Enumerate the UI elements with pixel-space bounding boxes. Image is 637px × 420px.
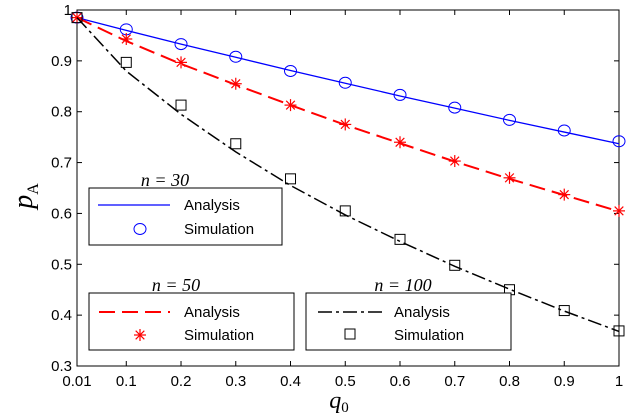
series-n30-simulation-point xyxy=(174,38,188,51)
x-tick-label: 0.1 xyxy=(116,373,137,390)
star-stroke xyxy=(614,206,624,216)
series-n50-simulation-point xyxy=(120,32,133,45)
series-n30-analysis-line xyxy=(76,17,620,145)
x-axis-label: q0 xyxy=(329,388,349,416)
series-n100-simulation-point xyxy=(230,138,242,150)
series-n100-simulation-point xyxy=(120,56,132,68)
y-axis-label-sub: A xyxy=(25,183,42,195)
legend-n100: n = 100 Analysis Simulation xyxy=(305,275,512,351)
series-n100-simulation-point xyxy=(613,325,625,337)
legend-n50-title: n = 50 xyxy=(152,275,200,295)
legend-n50-simulation-label: Simulation xyxy=(184,327,254,344)
y-tick-label: 0.5 xyxy=(51,256,72,273)
y-ticks: 0.3 0.4 0.5 0.6 0.7 0.8 0.9 1 xyxy=(51,2,619,375)
y-tick-label: 1 xyxy=(64,2,72,19)
series-n30-simulation-point xyxy=(229,50,243,63)
series-n50-simulation-point xyxy=(284,99,297,112)
legend-n50: n = 50 Analysis Simulation xyxy=(88,275,295,351)
series-n100-simulation-point xyxy=(558,305,570,317)
star-stroke xyxy=(231,78,241,89)
legend-n100-analysis-label: Analysis xyxy=(394,304,450,321)
series-n30-simulation-point xyxy=(448,101,462,114)
series-n50-simulation-point xyxy=(229,77,242,90)
series-n30-simulation-point xyxy=(284,65,298,78)
y-tick-label: 0.7 xyxy=(51,155,72,172)
y-tick-label: 0.8 xyxy=(51,104,72,121)
legend-n30-simulation-label: Simulation xyxy=(184,221,254,238)
series-n100-simulation-point xyxy=(175,99,187,111)
star-stroke xyxy=(559,189,569,200)
x-tick-label: 0.2 xyxy=(171,373,192,390)
legend-n50-box xyxy=(88,292,295,351)
legend-n30-box xyxy=(88,187,283,246)
x-axis-label-sub: 0 xyxy=(341,400,349,416)
series-n100-simulation-point xyxy=(285,173,297,185)
star-stroke xyxy=(121,34,132,44)
star-marker xyxy=(134,329,146,341)
series-n100-simulation-point xyxy=(71,12,83,24)
series-n50-simulation-point xyxy=(448,155,461,168)
series-n100-simulation-point xyxy=(449,259,461,271)
series-n30-simulation-point xyxy=(503,113,517,126)
legend-n100-title: n = 100 xyxy=(374,275,431,295)
x-tick-label: 0.4 xyxy=(280,373,301,390)
x-tick-label: 0.6 xyxy=(390,373,411,390)
x-tick-label: 0.8 xyxy=(499,373,520,390)
series-n30-simulation-point xyxy=(393,88,407,101)
legend-n100-box xyxy=(305,292,512,351)
y-tick-label: 0.4 xyxy=(51,307,72,324)
series-n30-simulation-point xyxy=(557,124,571,137)
series-n100-simulation-point xyxy=(339,205,351,217)
star-stroke xyxy=(395,137,405,147)
series-layer xyxy=(70,11,626,337)
star-stroke xyxy=(135,330,145,340)
series-n50-simulation-point xyxy=(339,118,352,131)
legend-n50-analysis-label: Analysis xyxy=(184,304,240,321)
legend-n30-simulation-marker xyxy=(133,223,147,235)
series-n50-simulation-point xyxy=(613,204,625,217)
series-n50-simulation-point xyxy=(558,188,571,201)
x-tick-label: 0.7 xyxy=(444,373,465,390)
series-n50-simulation-point xyxy=(394,136,407,149)
series-n30-simulation-point xyxy=(612,135,626,148)
series-n100-simulation-point xyxy=(394,233,406,245)
y-tick-label: 0.6 xyxy=(51,205,72,222)
legend-n30: n = 30 Analysis Simulation xyxy=(88,170,283,246)
x-tick-label: 0.5 xyxy=(335,373,356,390)
x-ticks: 0.01 0.1 0.2 0.3 0.4 0.5 0.6 0.7 0.8 0.9 1 xyxy=(62,10,623,390)
series-n50-simulation-point xyxy=(175,56,188,69)
x-tick-label: 0.01 xyxy=(62,373,91,390)
legend-n30-analysis-label: Analysis xyxy=(184,197,240,214)
x-tick-label: 0.9 xyxy=(554,373,575,390)
y-tick-label: 0.9 xyxy=(51,53,72,70)
series-n30-simulation-point xyxy=(338,76,352,89)
x-tick-label: 1 xyxy=(615,373,623,390)
legend-n100-simulation-marker xyxy=(344,328,356,340)
star-stroke xyxy=(176,57,186,68)
y-tick-label: 0.3 xyxy=(51,358,72,375)
y-axis-label: pA xyxy=(8,183,42,211)
legend-n50-simulation-marker xyxy=(134,329,146,341)
legend-n100-simulation-label: Simulation xyxy=(394,327,464,344)
star-stroke xyxy=(340,119,351,130)
star-stroke xyxy=(285,100,296,110)
star-stroke xyxy=(450,156,460,166)
x-tick-label: 0.3 xyxy=(225,373,246,390)
series-n100-analysis-line xyxy=(76,17,620,333)
series-n50-simulation-point xyxy=(503,171,516,184)
star-stroke xyxy=(72,12,82,23)
legend-n30-title: n = 30 xyxy=(141,170,189,190)
star-stroke xyxy=(504,173,515,183)
